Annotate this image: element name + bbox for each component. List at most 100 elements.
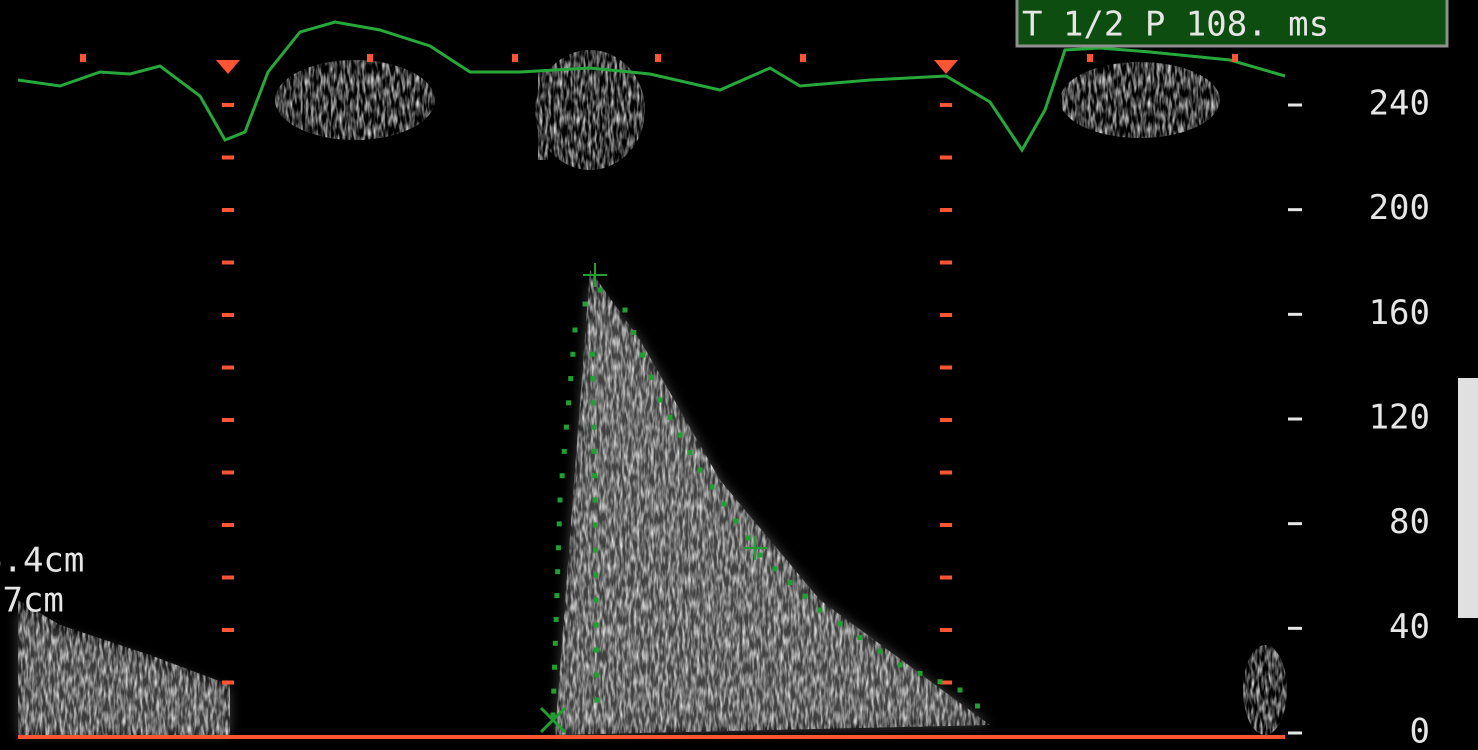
trace-dot bbox=[649, 375, 654, 380]
cycle-marker bbox=[222, 366, 234, 370]
trace-dot bbox=[975, 704, 980, 709]
trace-dot bbox=[590, 352, 595, 357]
trace-dot bbox=[583, 302, 588, 307]
timing-tick bbox=[1232, 54, 1238, 62]
spectrum-signal bbox=[538, 70, 548, 160]
axis-tick-label: 200 bbox=[1369, 188, 1430, 228]
timing-tick bbox=[512, 54, 518, 62]
trace-dot bbox=[592, 449, 597, 454]
trace-dot bbox=[595, 698, 600, 703]
trace-dot bbox=[688, 450, 693, 455]
trace-dot bbox=[623, 308, 628, 313]
trace-dot bbox=[552, 665, 557, 670]
axis-tick-label: 80 bbox=[1389, 502, 1430, 542]
depth-label: 6.4cm bbox=[0, 541, 84, 581]
cycle-marker bbox=[940, 471, 952, 475]
cycle-marker bbox=[940, 628, 952, 632]
trace-dot bbox=[594, 598, 599, 603]
trace-dot bbox=[554, 617, 559, 622]
trace-dot bbox=[594, 648, 599, 653]
trace-dot bbox=[558, 498, 563, 503]
trace-dot bbox=[592, 473, 597, 478]
trace-dot bbox=[593, 498, 598, 503]
trace-dot bbox=[594, 623, 599, 628]
trace-dot bbox=[858, 635, 863, 640]
cycle-marker bbox=[940, 523, 952, 527]
trace-dot bbox=[560, 473, 565, 478]
trace-dot bbox=[551, 689, 556, 694]
cycle-marker bbox=[222, 261, 234, 265]
cycle-marker bbox=[222, 208, 234, 212]
trace-dot bbox=[803, 594, 808, 599]
timing-tick bbox=[80, 54, 86, 62]
trace-dot bbox=[594, 673, 599, 678]
cycle-marker bbox=[940, 366, 952, 370]
timing-tick bbox=[1087, 54, 1093, 62]
timing-tick bbox=[800, 54, 806, 62]
trace-dot bbox=[568, 376, 573, 381]
trace-dot bbox=[773, 566, 778, 571]
trace-dot bbox=[734, 519, 739, 524]
axis-tick-label: 160 bbox=[1369, 293, 1430, 333]
trace-dot bbox=[557, 521, 562, 526]
side-tab bbox=[1458, 378, 1478, 618]
spectrum-signal bbox=[1060, 62, 1220, 138]
trace-dot bbox=[555, 569, 560, 574]
trace-dot bbox=[640, 353, 645, 358]
cycle-marker bbox=[940, 576, 952, 580]
trace-dot bbox=[570, 352, 575, 357]
trace-dot bbox=[554, 593, 559, 598]
cycle-marker bbox=[222, 628, 234, 632]
cycle-marker bbox=[940, 313, 952, 317]
trace-dot bbox=[958, 688, 963, 693]
trace-dot bbox=[556, 545, 561, 550]
axis-tick-label: 120 bbox=[1369, 398, 1430, 438]
trace-dot bbox=[678, 433, 683, 438]
trace-dot bbox=[698, 468, 703, 473]
axis-tick-label: 240 bbox=[1369, 84, 1430, 124]
trace-dot bbox=[593, 548, 598, 553]
trace-dot bbox=[818, 608, 823, 613]
trace-dot bbox=[631, 330, 636, 335]
measurement-text: T 1/2 P 108. ms bbox=[1022, 5, 1329, 45]
cycle-marker bbox=[222, 313, 234, 317]
timing-tick bbox=[655, 54, 661, 62]
trace-dot bbox=[562, 449, 567, 454]
cycle-marker bbox=[222, 418, 234, 422]
trace-dot bbox=[878, 649, 883, 654]
trace-dot bbox=[598, 288, 603, 293]
cycle-marker bbox=[222, 156, 234, 160]
cycle-marker bbox=[940, 261, 952, 265]
trace-dot bbox=[918, 671, 923, 676]
trace-dot bbox=[593, 523, 598, 528]
trace-dot bbox=[658, 398, 663, 403]
axis-tick-label: 40 bbox=[1389, 607, 1430, 647]
cycle-marker bbox=[940, 156, 952, 160]
trace-dot bbox=[758, 553, 763, 558]
trace-dot bbox=[591, 400, 596, 405]
trace-dot bbox=[553, 641, 558, 646]
spectrum-signal bbox=[275, 60, 435, 140]
trace-dot bbox=[573, 328, 578, 333]
cycle-marker bbox=[222, 471, 234, 475]
cycle-marker bbox=[222, 681, 234, 685]
trace-dot bbox=[788, 580, 793, 585]
trace-dot bbox=[668, 415, 673, 420]
trace-dot bbox=[838, 621, 843, 626]
trace-dot bbox=[898, 663, 903, 668]
axis-tick-label: 0 bbox=[1410, 712, 1430, 750]
cycle-marker bbox=[940, 418, 952, 422]
trace-dot bbox=[746, 536, 751, 541]
trace-dot bbox=[566, 400, 571, 405]
cycle-marker bbox=[940, 208, 952, 212]
cycle-marker bbox=[222, 103, 234, 107]
doppler-screen: T 1/2 P 108. ms 6.4cm 37cm 2402001601208… bbox=[0, 0, 1478, 750]
trace-dot bbox=[564, 425, 569, 430]
cycle-marker bbox=[940, 103, 952, 107]
trace-dot bbox=[593, 573, 598, 578]
trace-dot bbox=[591, 425, 596, 430]
trace-dot bbox=[710, 485, 715, 490]
cycle-marker bbox=[222, 523, 234, 527]
timing-tick bbox=[367, 54, 373, 62]
page: T 1/2 P 108. ms 6.4cm 37cm 2402001601208… bbox=[0, 0, 1478, 750]
